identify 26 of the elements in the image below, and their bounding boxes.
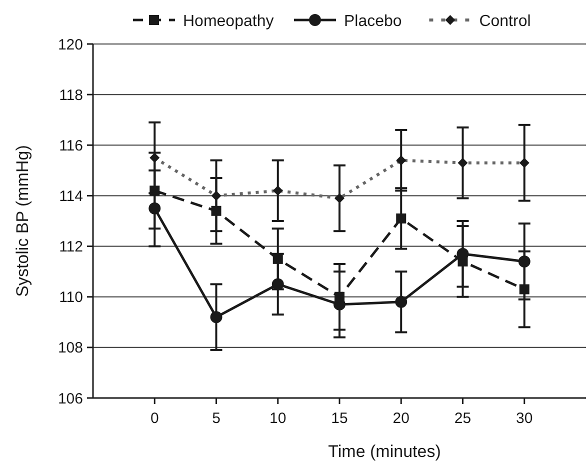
y-tick-label: 120 bbox=[58, 36, 83, 54]
x-tick-label: 10 bbox=[270, 410, 286, 427]
point bbox=[148, 202, 161, 214]
y-tick-label: 116 bbox=[59, 137, 83, 154]
point bbox=[272, 278, 284, 290]
legend-label: Control bbox=[479, 13, 531, 30]
point bbox=[518, 255, 530, 268]
y-axis-title: Systolic BP (mmHg) bbox=[13, 145, 32, 297]
y-tick-label: 106 bbox=[58, 390, 83, 408]
x-axis-title: Time (minutes) bbox=[328, 442, 441, 461]
point bbox=[210, 311, 222, 324]
y-tick-label: 108 bbox=[58, 340, 83, 357]
y-tick-label: 118 bbox=[59, 86, 83, 104]
y-tick-label: 110 bbox=[59, 289, 83, 306]
x-tick-label: 5 bbox=[212, 410, 220, 427]
x-tick-label: 20 bbox=[392, 410, 410, 427]
y-tick-label: 114 bbox=[59, 188, 83, 205]
x-tick-label: 0 bbox=[150, 410, 159, 427]
legend-label: Placebo bbox=[344, 13, 402, 30]
y-tick-label: 112 bbox=[59, 238, 83, 256]
x-tick-label: 15 bbox=[331, 410, 348, 427]
legend-label: Homeopathy bbox=[183, 13, 274, 30]
point bbox=[396, 213, 406, 224]
x-tick-label: 25 bbox=[454, 410, 472, 427]
point bbox=[395, 296, 408, 308]
x-tick-label: 30 bbox=[516, 410, 533, 427]
